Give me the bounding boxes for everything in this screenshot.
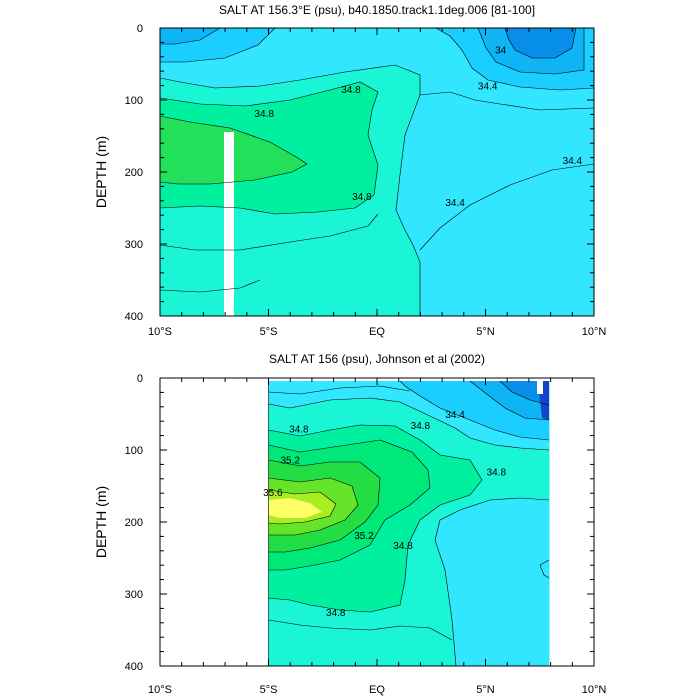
y-tick-label: 0 <box>137 373 143 385</box>
contour-line <box>539 559 550 579</box>
fill-34.0-34.2-nw <box>160 28 220 44</box>
x-tick-label: 5°N <box>476 326 495 338</box>
x-tick-label: EQ <box>369 326 385 338</box>
contour-label: 34.8 <box>411 421 431 432</box>
contour-line <box>434 497 550 666</box>
fill-below-34.0 <box>500 381 549 405</box>
contour-line <box>160 279 261 293</box>
contour-line <box>160 64 421 316</box>
contour-line <box>499 380 550 406</box>
contour-line <box>268 619 453 641</box>
contour-line <box>160 213 379 251</box>
fill-above-35.8 <box>268 498 322 518</box>
x-tick-label: 10°N <box>582 326 607 338</box>
panel-2-ticks <box>159 377 595 667</box>
panel-2-contour-labels: 34.4 34.8 34.8 35.2 34.8 35.6 35.2 34.8 34.8 <box>263 410 506 619</box>
contour-line <box>268 397 550 451</box>
contour-line <box>160 28 221 45</box>
panel-2-contour-lines <box>268 380 550 666</box>
contour-line <box>469 380 550 421</box>
contour-line <box>399 380 550 441</box>
x-tick-label: EQ <box>369 684 385 696</box>
contour-line <box>435 28 594 91</box>
x-tick-label: 10°S <box>148 684 172 696</box>
panel-2-contour-fill <box>268 378 550 666</box>
contour-label: 34.8 <box>254 109 274 120</box>
missing-data-notch <box>537 378 543 394</box>
contour-label: 35.6 <box>263 488 283 499</box>
contour-label: 34.4 <box>445 410 465 421</box>
contour-line <box>419 91 594 111</box>
y-tick-label: 300 <box>125 239 143 251</box>
y-tick-label: 400 <box>125 661 143 673</box>
panel-1-x-tick-labels: 10°S 5°S EQ 5°N 10°N <box>148 326 606 338</box>
panel-1-y-tick-labels: 0 100 200 300 400 <box>125 23 143 323</box>
contour-line <box>268 477 359 536</box>
panel-1-title: SALT AT 156.3°E (psu), b40.1850.track1.1… <box>219 3 535 17</box>
contour-line <box>504 28 577 59</box>
panel-model: SALT AT 156.3°E (psu), b40.1850.track1.1… <box>93 3 606 338</box>
contour-line <box>477 28 585 75</box>
contour-label: 34.8 <box>289 424 309 435</box>
x-tick-label: 10°S <box>148 326 172 338</box>
contour-label: 34.4 <box>445 198 465 209</box>
x-tick-label: 5°N <box>476 684 495 696</box>
x-tick-label: 5°S <box>260 326 278 338</box>
contour-label: 35.2 <box>280 455 300 466</box>
panel-2-y-tick-labels: 0 100 200 300 400 <box>125 373 143 673</box>
y-tick-label: 100 <box>125 95 143 107</box>
missing-data-column <box>224 132 234 316</box>
y-tick-label: 300 <box>125 589 143 601</box>
contour-line <box>268 459 381 553</box>
contour-label: 34.8 <box>341 85 361 96</box>
contour-label: 35.2 <box>354 531 374 542</box>
contour-line <box>419 163 594 251</box>
panel-1-contour-labels: 34 34.4 34.8 34.8 34.8 34.4 34.4 <box>254 46 582 210</box>
x-tick-label: 5°S <box>260 684 278 696</box>
x-tick-label: 10°N <box>582 684 607 696</box>
y-tick-label: 400 <box>125 311 143 323</box>
y-tick-label: 200 <box>125 517 143 529</box>
panel-2-title: SALT AT 156 (psu), Johnson et al (2002) <box>269 352 485 366</box>
fill-below-34.0 <box>505 28 576 58</box>
contour-line <box>160 115 308 185</box>
contour-label: 34.8 <box>352 192 372 203</box>
contour-line <box>268 385 411 395</box>
contour-label: 34.8 <box>326 608 346 619</box>
y-tick-label: 0 <box>137 23 143 35</box>
contour-line <box>268 489 337 525</box>
contour-label: 34.8 <box>393 541 413 552</box>
contour-label: 34.4 <box>563 156 583 167</box>
panel-observations: SALT AT 156 (psu), Johnson et al (2002) <box>93 352 606 696</box>
y-tick-label: 100 <box>125 445 143 457</box>
y-tick-label: 200 <box>125 167 143 179</box>
panel-1-y-axis-label: DEPTH (m) <box>93 136 109 208</box>
contour-line <box>268 439 431 571</box>
panel-2-y-axis-label: DEPTH (m) <box>93 486 109 558</box>
contour-label: 34 <box>495 46 507 57</box>
contour-label: 34.4 <box>478 82 498 93</box>
contour-line <box>160 81 379 215</box>
contour-label: 34.8 <box>487 468 507 479</box>
contour-line <box>160 28 276 63</box>
contour-line <box>268 424 483 613</box>
panel-2-x-tick-labels: 10°S 5°S EQ 5°N 10°N <box>148 684 606 696</box>
panel-1-ticks <box>159 27 595 317</box>
panel-1-contour-lines <box>160 28 594 316</box>
